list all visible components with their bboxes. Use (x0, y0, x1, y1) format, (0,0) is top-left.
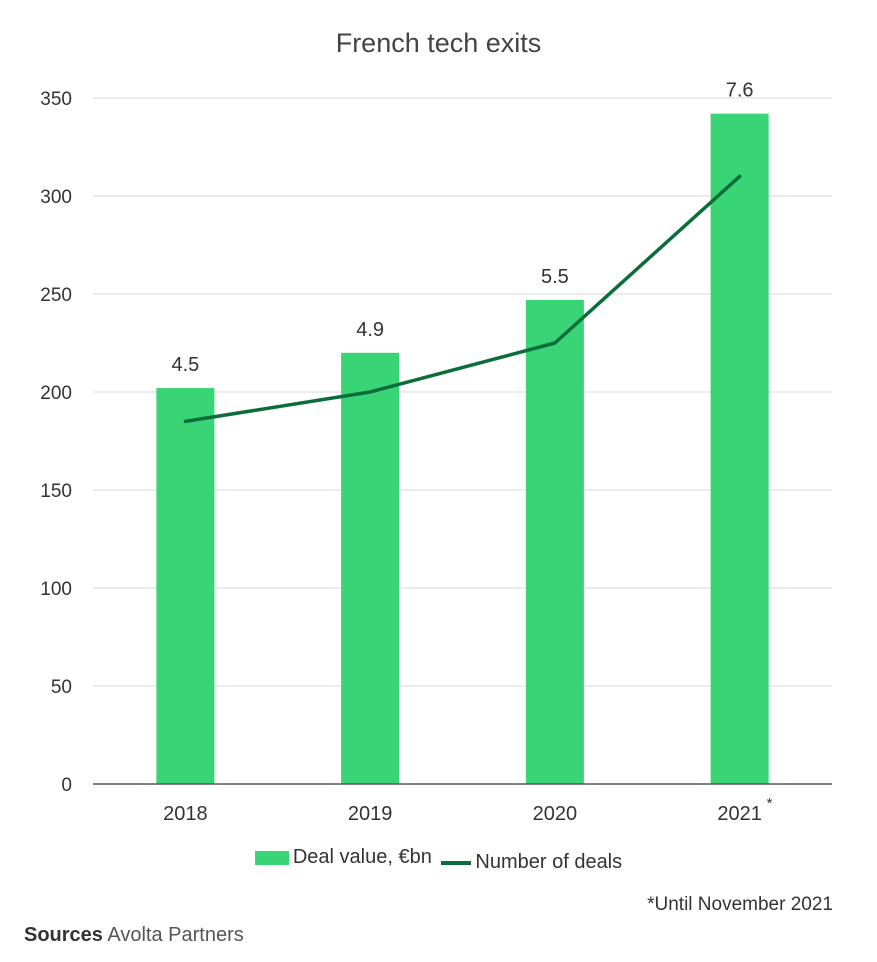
legend-label-deal-value: Deal value, €bn (292, 846, 432, 868)
bar (710, 113, 769, 785)
y-tick-label: 250 (40, 285, 72, 306)
bar (525, 299, 584, 784)
sources-label: Sources (24, 924, 103, 946)
y-tick-label: 150 (40, 481, 72, 502)
bar (156, 388, 215, 784)
legend-bar-swatch (254, 850, 289, 865)
line-series-number-of-deals (183, 174, 742, 424)
x-tick-label: 2019 (348, 803, 393, 825)
legend: Deal value, €bn Number of deals (0, 846, 877, 874)
legend-label-number-of-deals: Number of deals (475, 851, 623, 873)
y-tick-label: 200 (40, 383, 72, 404)
bar-data-label: 4.9 (356, 319, 384, 341)
bar-data-label: 7.6 (726, 80, 754, 102)
x-tick-label: 2020 (533, 803, 578, 825)
y-tick-label: 350 (40, 89, 72, 110)
x-tick-footnote-mark: * (767, 795, 773, 812)
x-tick-label: 2021 (717, 803, 762, 825)
legend-line-swatch (441, 860, 472, 865)
legend-item-number-of-deals[interactable]: Number of deals (441, 851, 622, 874)
y-tick-label: 100 (40, 579, 72, 600)
footnote: *Until November 2021 (647, 894, 833, 915)
y-tick-label: 50 (51, 677, 72, 698)
y-tick-label: 300 (40, 187, 72, 208)
legend-item-deal-value[interactable]: Deal value, €bn (254, 846, 432, 869)
y-tick-label: 0 (61, 775, 72, 796)
sources-note: Sources Avolta Partners (24, 924, 244, 947)
chart-title: French tech exits (335, 28, 542, 58)
sources-value: Avolta Partners (107, 924, 244, 946)
bar-data-label: 5.5 (541, 266, 569, 288)
bar (341, 352, 400, 784)
bar-data-label: 4.5 (171, 354, 199, 376)
x-tick-label: 2018 (163, 803, 208, 825)
